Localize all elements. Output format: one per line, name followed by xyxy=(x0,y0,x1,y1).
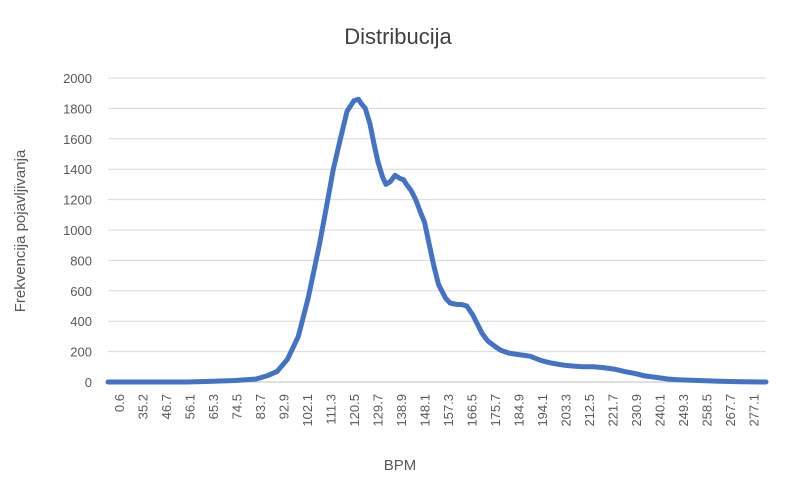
chart-title: Distribucija xyxy=(344,24,452,49)
series-line-0 xyxy=(105,96,769,385)
y-tick-label: 1400 xyxy=(63,162,92,177)
x-tick-label: 129.7 xyxy=(370,394,385,427)
x-tick-label: 65.3 xyxy=(206,394,221,419)
y-tick-label: 1600 xyxy=(63,132,92,147)
x-tick-label: 240.1 xyxy=(652,394,667,427)
x-tick-label: 0.6 xyxy=(112,394,127,412)
x-tick-label: 74.5 xyxy=(229,394,244,419)
y-tick-label: 0 xyxy=(85,375,92,390)
x-tick-label: 111.3 xyxy=(323,394,338,425)
y-tick-label: 2000 xyxy=(63,71,92,86)
grid-lines xyxy=(108,77,766,353)
x-tick-label: 157.3 xyxy=(441,394,456,427)
x-tick-label: 35.2 xyxy=(135,394,150,419)
x-tick-label: 212.5 xyxy=(582,394,597,427)
y-tick-label: 200 xyxy=(70,345,92,360)
y-axis-ticks: 0 200 400 600 800 1000 1200 1400 1600 1800 2000 xyxy=(63,71,92,390)
x-tick-label: 230.9 xyxy=(629,394,644,427)
y-tick-label: 600 xyxy=(70,284,92,299)
x-tick-label: 92.9 xyxy=(276,394,291,419)
x-tick-label: 102.1 xyxy=(300,394,315,427)
x-tick-label: 138.9 xyxy=(394,394,409,427)
x-tick-label: 148.1 xyxy=(417,394,432,427)
x-tick-label: 249.3 xyxy=(676,394,691,427)
x-tick-label: 83.7 xyxy=(253,394,268,419)
x-tick-label: 277.1 xyxy=(746,394,761,427)
y-tick-label: 400 xyxy=(70,314,92,329)
y-tick-label: 1200 xyxy=(63,193,92,208)
x-tick-label: 166.5 xyxy=(464,394,479,427)
series-group xyxy=(105,96,769,385)
x-tick-label: 221.7 xyxy=(605,394,620,427)
x-tick-label: 56.1 xyxy=(182,394,197,419)
x-tick-label: 258.5 xyxy=(699,394,714,427)
x-tick-label: 184.9 xyxy=(511,394,526,427)
x-tick-label: 194.1 xyxy=(535,394,550,427)
x-tick-label: 46.7 xyxy=(159,394,174,419)
x-tick-label: 267.7 xyxy=(723,394,738,427)
x-tick-label: 120.5 xyxy=(347,394,362,427)
y-tick-label: 1800 xyxy=(63,101,92,116)
x-tick-label: 175.7 xyxy=(488,394,503,427)
y-axis-label: Frekvencija pojavljivanja xyxy=(12,149,29,312)
x-tick-label: 203.3 xyxy=(558,394,573,427)
y-tick-label: 800 xyxy=(70,253,92,268)
x-axis-label: BPM xyxy=(384,457,417,474)
x-axis-ticks: 0.6 35.2 46.7 56.1 65.3 74.5 83.7 92.9 102.1 111.… xyxy=(112,394,762,427)
y-tick-label: 1000 xyxy=(63,223,92,238)
